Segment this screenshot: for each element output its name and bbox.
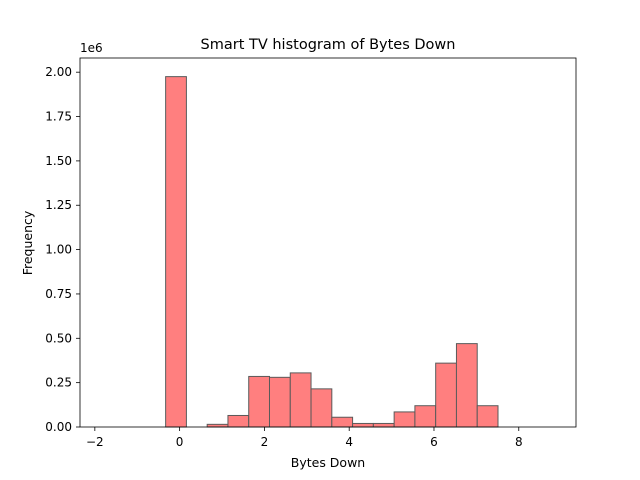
- histogram-bar: [289, 372, 312, 428]
- histogram-bar: [248, 375, 270, 428]
- x-tick-label: 0: [176, 435, 184, 449]
- y-tick-label: 2.00: [45, 65, 72, 79]
- y-axis-ticks: 0.00 0.25 0.50 0.75 1.00 1.25 1.50 1.75 2.00: [45, 65, 80, 434]
- y-offset-label: 1e6: [80, 41, 103, 55]
- y-tick-label: 1.00: [45, 243, 72, 257]
- histogram-bar: [476, 405, 499, 428]
- histogram-bar: [165, 76, 187, 428]
- y-tick-label: 1.50: [45, 154, 72, 168]
- histogram-bar: [268, 376, 291, 428]
- histogram-bar: [455, 343, 478, 428]
- histogram-bar: [352, 422, 374, 428]
- x-axis-ticks: −2 0 2 4 6 8: [86, 427, 523, 449]
- x-tick-label: 8: [515, 435, 523, 449]
- histogram-bar: [227, 414, 250, 428]
- histogram-bar: [331, 416, 354, 428]
- y-tick-label: 0.25: [45, 376, 72, 390]
- bars-group: [165, 76, 499, 428]
- histogram-bar: [310, 388, 333, 428]
- y-tick-label: 0.75: [45, 287, 72, 301]
- x-tick-label: 6: [430, 435, 438, 449]
- y-tick-label: 0.00: [45, 420, 72, 434]
- y-tick-label: 0.50: [45, 331, 72, 345]
- histogram-bar: [372, 422, 395, 428]
- y-tick-label: 1.25: [45, 198, 72, 212]
- y-axis-label: Frequency: [20, 210, 35, 275]
- x-tick-label: 2: [261, 435, 269, 449]
- plot-frame: [79, 57, 577, 428]
- histogram-bar: [393, 411, 416, 428]
- y-tick-label: 1.75: [45, 110, 72, 124]
- histogram-bar: [414, 405, 437, 428]
- histogram-bar: [435, 362, 457, 428]
- x-axis-label: Bytes Down: [291, 455, 365, 470]
- x-tick-label: −2: [86, 435, 104, 449]
- x-tick-label: 4: [345, 435, 353, 449]
- chart-title: Smart TV histogram of Bytes Down: [201, 37, 456, 53]
